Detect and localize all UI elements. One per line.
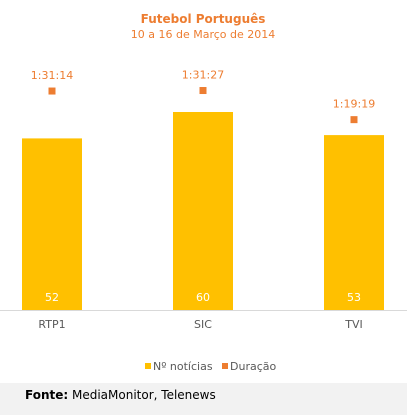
bar-tvi [324, 135, 384, 310]
bar-value-label: 52 [45, 291, 59, 304]
x-tick-label: SIC [194, 318, 212, 331]
chart-title: Futebol Português [141, 12, 266, 26]
x-tick-label: TVI [344, 318, 363, 331]
legend-label-noticias: Nº notícias [153, 360, 213, 373]
duration-marker-rtp1 [48, 87, 56, 95]
duration-label: 1:31:27 [182, 69, 224, 82]
chart-subtitle: 10 a 16 de Março de 2014 [131, 28, 276, 41]
legend-label-duracao: Duração [230, 360, 276, 373]
legend-swatch-duracao [222, 363, 228, 369]
bar-value-label: 53 [347, 291, 361, 304]
duration-label: 1:31:14 [31, 69, 73, 82]
x-tick-label: RTP1 [38, 318, 65, 331]
duration-marker-tvi [350, 116, 358, 124]
bar-sic [173, 112, 233, 310]
bar-chart: Futebol Português 10 a 16 de Março de 201… [0, 12, 407, 373]
source-text: MediaMonitor, Telenews [68, 388, 216, 402]
legend-swatch-noticias [145, 363, 151, 369]
bar-rtp1 [22, 138, 82, 310]
duration-marker-sic [199, 87, 207, 95]
source-note: Fonte: MediaMonitor, Telenews [25, 388, 216, 402]
duration-label: 1:19:19 [333, 98, 375, 111]
source-label: Fonte: [25, 388, 69, 402]
bar-value-label: 60 [196, 291, 210, 304]
